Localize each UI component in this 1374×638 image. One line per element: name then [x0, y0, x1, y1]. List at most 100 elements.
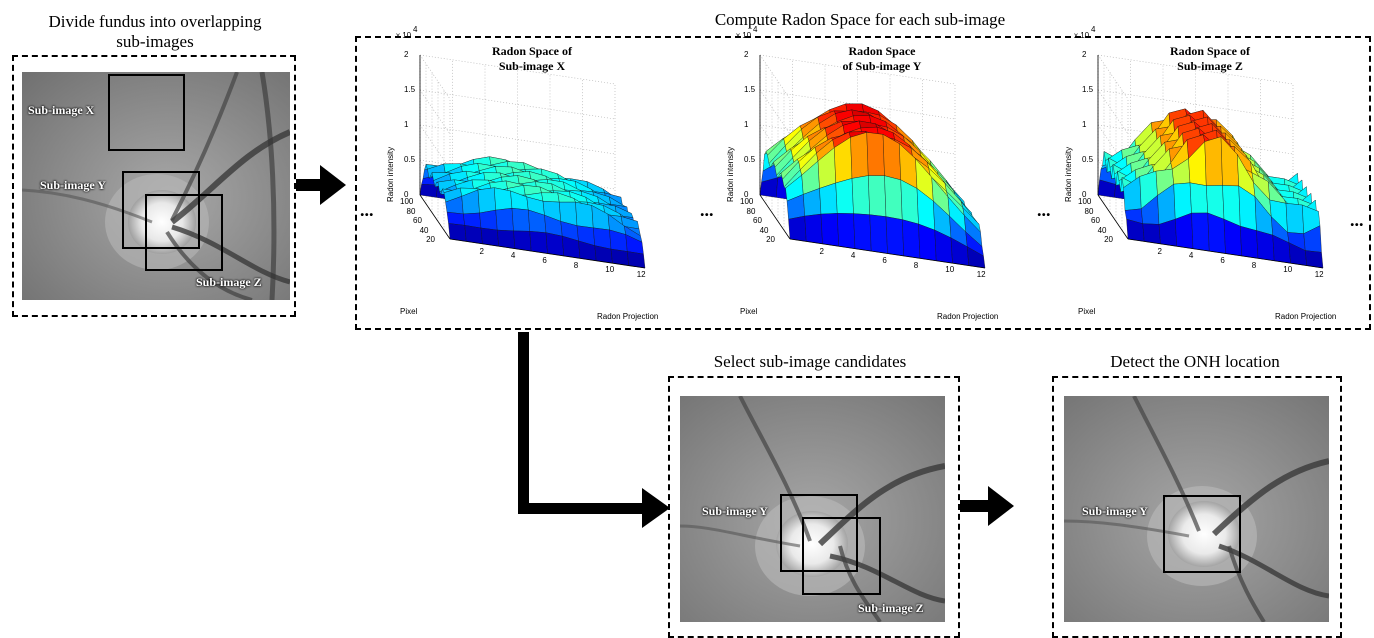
scale-label: x 10 [1074, 31, 1090, 40]
x-axis-label: Radon Projection [1275, 312, 1337, 321]
x-tick-label: 8 [1251, 260, 1257, 270]
z-tick-label: 0 [404, 190, 409, 199]
y-tick-label: 80 [746, 206, 756, 216]
y-tick-label: 40 [1097, 225, 1107, 235]
ellipsis-right: ... [1350, 210, 1364, 230]
x-tick-label: 8 [913, 260, 919, 270]
y-tick-label: 20 [1104, 235, 1113, 245]
x-tick-label: 2 [819, 246, 824, 256]
y-tick-label: 100 [1078, 197, 1092, 206]
radon-surface-svg [419, 54, 646, 269]
fundus-image-full [22, 72, 290, 300]
arrow-right-icon [296, 165, 346, 205]
scale-label: x 10 [396, 31, 412, 40]
y-tick-label: 100 [740, 197, 754, 206]
ellipsis-mid-2: ... [1037, 200, 1051, 220]
x-tick-label: 2 [479, 246, 484, 256]
scale-exponent: 4 [413, 25, 418, 34]
y-tick-label: 20 [426, 235, 435, 245]
stage1-caption-line1: Divide fundus into overlapping [48, 12, 262, 31]
x-tick-label: 12 [636, 270, 646, 280]
y-tick-label: 100 [400, 197, 414, 206]
sub-image-x-label: Sub-image X [28, 103, 95, 117]
scale-label: x 10 [736, 31, 752, 40]
plot-title-line1: Radon Space of [1169, 44, 1250, 58]
stage1-caption: Divide fundus into overlapping sub-image… [10, 12, 300, 52]
x-tick-label: 4 [850, 251, 856, 261]
fundus-image-onh [1064, 396, 1329, 622]
z-tick-label: 1.5 [744, 85, 756, 94]
z-tick-label: 1 [1082, 120, 1087, 129]
x-tick-label: 6 [542, 256, 547, 266]
x-axis-label: Radon Projection [597, 312, 659, 321]
ellipsis-left: ... [360, 200, 374, 220]
stage1-caption-line2: sub-images [116, 32, 194, 51]
arrow-down-right-icon [518, 332, 670, 528]
plot-title: Radon Space of Sub-image Z [1140, 44, 1280, 74]
radon-plot-x: 0 0.5 1 1.5 2 100 80 60 40 20 2 4 6 8 10 12 x 10 4 Radon i… [372, 25, 697, 327]
scale-exponent: 4 [753, 25, 758, 34]
x-tick-label: 4 [510, 251, 516, 261]
plot-title-line2: of Sub-image Y [842, 59, 922, 73]
plot-title-line1: Radon Space [848, 44, 916, 58]
arrow-right-icon-2 [960, 486, 1014, 526]
y-tick-label: 60 [1091, 216, 1100, 226]
z-tick-label: 1.5 [1082, 85, 1094, 94]
x-tick-label: 12 [976, 270, 986, 280]
radon-plot-z: 0 0.5 1 1.5 2 100 80 60 40 20 2 4 6 8 10 12 x 10 4 Radon i… [1050, 25, 1368, 327]
stage2-frame [355, 36, 1371, 330]
z-axis-label: Radon intensity [386, 146, 395, 202]
sub-image-x-box [108, 74, 185, 151]
y-axis-label: Pixel [740, 307, 758, 316]
fundus-image-candidates [680, 396, 945, 622]
plot-title-line2: Sub-image X [498, 59, 566, 73]
plot-title-line1: Radon Space of [491, 44, 572, 58]
z-tick-label: 2 [1082, 50, 1087, 59]
sub-image-y-label: Sub-image Y [40, 178, 106, 192]
plot-title: Radon Space of Sub-image Y [812, 44, 952, 74]
z-tick-label: 2 [744, 50, 749, 59]
z-tick-label: 0 [1082, 190, 1087, 199]
z-tick-label: 1 [744, 120, 749, 129]
y-tick-label: 60 [413, 216, 422, 226]
z-tick-label: 2 [404, 50, 409, 59]
y-axis-label: Pixel [1078, 307, 1096, 316]
onh-y-label: Sub-image Y [1082, 504, 1148, 518]
stage4-caption: Detect the ONH location [1110, 352, 1280, 371]
sub-image-y-box [122, 171, 200, 249]
x-axis-label: Radon Projection [937, 312, 999, 321]
radon-plot-y: 0 0.5 1 1.5 2 100 80 60 40 20 2 4 6 8 10 12 x 10 4 Radon i… [712, 25, 1037, 327]
candidate-y-label: Sub-image Y [702, 504, 768, 518]
y-tick-label: 40 [759, 225, 769, 235]
z-tick-label: 0.5 [744, 155, 756, 164]
x-tick-label: 10 [945, 265, 955, 275]
ellipsis-mid-1: ... [700, 200, 714, 220]
z-tick-label: 1 [404, 120, 409, 129]
y-tick-label: 60 [753, 216, 762, 226]
candidate-y-box [780, 494, 858, 572]
sub-image-z-box [145, 194, 223, 271]
y-tick-label: 20 [766, 235, 775, 245]
stage1-frame [12, 55, 296, 317]
stage2-caption: Compute Radon Space for each sub-image [714, 10, 1006, 29]
plot-title: Radon Space of Sub-image X [462, 44, 602, 74]
x-tick-label: 8 [573, 260, 579, 270]
candidate-z-label: Sub-image Z [858, 601, 924, 615]
scale-exponent: 4 [1091, 25, 1096, 34]
x-tick-label: 6 [882, 256, 887, 266]
z-tick-label: 0.5 [404, 155, 416, 164]
x-tick-label: 10 [1283, 265, 1293, 275]
x-tick-label: 6 [1220, 256, 1225, 266]
x-tick-label: 4 [1188, 251, 1194, 261]
onh-y-box [1163, 495, 1241, 573]
sub-image-z-label: Sub-image Z [196, 275, 262, 289]
y-tick-label: 80 [406, 206, 416, 216]
y-tick-label: 80 [1084, 206, 1094, 216]
z-tick-label: 0 [744, 190, 749, 199]
y-tick-label: 40 [419, 225, 429, 235]
radon-surface-svg [759, 54, 986, 269]
radon-surface-svg [1097, 54, 1324, 269]
z-tick-label: 1.5 [404, 85, 416, 94]
z-axis-label: Radon intensity [726, 146, 735, 202]
x-tick-label: 10 [605, 265, 615, 275]
